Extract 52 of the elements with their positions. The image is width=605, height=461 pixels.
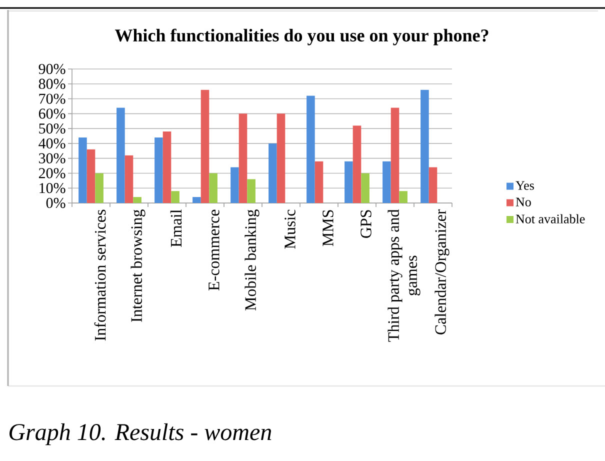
bar: [95, 173, 104, 203]
x-tick-label: E-commerce: [208, 210, 220, 290]
bar: [420, 90, 429, 203]
bar: [192, 197, 201, 203]
bar: [314, 161, 324, 203]
bar: [200, 90, 210, 203]
bar: [276, 114, 286, 203]
y-tick-label: 50%: [39, 123, 66, 134]
bar: [306, 96, 315, 203]
y-tick-label: 30%: [39, 153, 66, 164]
bar: [399, 191, 408, 203]
bar: [86, 149, 96, 203]
bar: [171, 191, 180, 203]
y-tick-label: 80%: [38, 78, 66, 89]
legend-label: No: [516, 198, 531, 206]
x-tick-label: Internet browsing: [130, 210, 146, 322]
x-tick-label: Calendar/Organizer: [434, 209, 450, 334]
bar: [133, 197, 142, 203]
y-tick-label: 60%: [38, 108, 66, 119]
bar: [361, 173, 370, 203]
x-tick-label: Mobile banking: [244, 210, 260, 311]
legend-label: Not available: [516, 214, 585, 224]
bar: [209, 173, 218, 203]
bar: [78, 137, 87, 203]
bar: [352, 126, 362, 203]
x-tick-label: GPS: [360, 210, 372, 238]
y-tick-label: 0%: [46, 198, 66, 208]
y-tick-label: 40%: [38, 138, 66, 149]
x-tick-label: Information services: [94, 210, 106, 341]
bar: [247, 179, 256, 203]
bar: [428, 167, 438, 203]
x-tick-label: Music: [284, 210, 296, 249]
bar: [344, 161, 353, 203]
bar: [230, 167, 239, 203]
chart-title: Which functionalities do you use on your phone?: [114, 28, 488, 46]
y-tick-label: 20%: [38, 168, 66, 178]
bar: [382, 161, 391, 203]
x-tick-label: Email: [170, 210, 182, 247]
bar: [162, 132, 172, 203]
x-tick-label: MMS: [322, 210, 334, 246]
bar: [124, 155, 134, 203]
y-tick-label: 90%: [38, 64, 66, 74]
y-tick-label: 10%: [40, 183, 66, 194]
caption: Graph 10. Results - women: [10, 423, 272, 446]
bar: [154, 137, 163, 203]
x-tick-label: Third party apps and games: [388, 209, 420, 342]
bar: [116, 108, 125, 203]
legend-label: Yes: [516, 181, 534, 190]
bar: [238, 114, 248, 203]
y-tick-label: 70%: [39, 94, 66, 104]
bar: [268, 143, 277, 203]
bar: [390, 108, 400, 203]
